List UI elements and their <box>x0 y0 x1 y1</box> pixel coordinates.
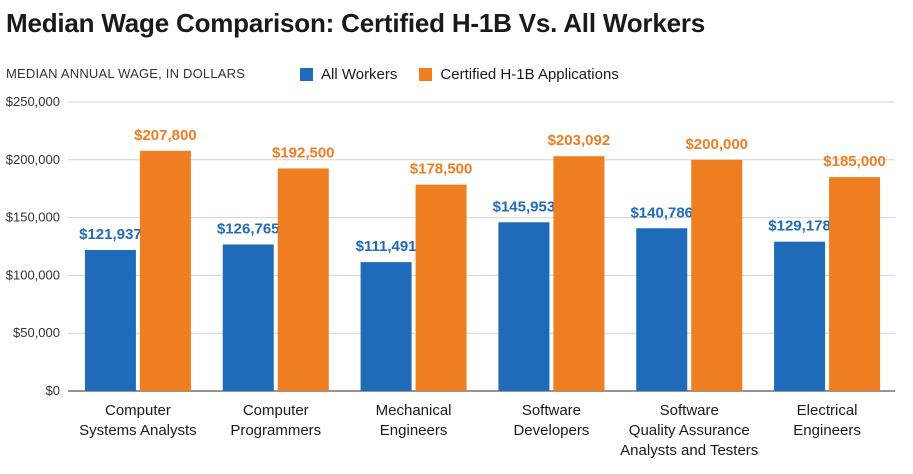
bar-all-workers <box>222 244 274 391</box>
x-category-label-line: Engineers <box>380 422 448 439</box>
y-tick-label: $200,000 <box>6 152 60 167</box>
y-axis-label: MEDIAN ANNUAL WAGE, IN DOLLARS <box>6 66 246 81</box>
legend-swatch-all-workers <box>300 67 313 81</box>
bar-h1b <box>553 156 605 391</box>
data-label-all-workers: $129,178 <box>768 218 831 235</box>
legend-item-all-workers: All Workers <box>300 66 397 83</box>
x-category-label: Mechanical Engineers <box>376 402 452 439</box>
legend: All Workers Certified H-1B Applications <box>300 64 641 84</box>
bar-h1b <box>415 184 467 391</box>
y-tick-label: $50,000 <box>13 325 60 340</box>
bar-all-workers <box>84 250 136 391</box>
y-tick-label: $150,000 <box>6 210 60 225</box>
x-category-label-line: Analysts and Testers <box>620 442 758 459</box>
bar-all-workers <box>498 222 550 391</box>
bar-h1b <box>277 168 329 391</box>
y-tick-label: $0 <box>46 383 60 398</box>
y-tick-label: $100,000 <box>6 267 60 282</box>
x-category-label-line: Computer <box>243 402 309 419</box>
legend-label-all-workers: All Workers <box>321 65 398 83</box>
bar-all-workers <box>774 241 826 391</box>
x-category-label: Computer Systems Analysts <box>79 402 197 439</box>
data-label-all-workers: $126,765 <box>217 220 280 237</box>
x-category-label-line: Developers <box>513 422 589 439</box>
data-label-h1b: $200,000 <box>685 136 748 153</box>
bar-all-workers <box>636 228 688 391</box>
data-label-h1b: $178,500 <box>410 161 473 178</box>
legend-item-h1b: Certified H-1B Applications <box>419 65 619 83</box>
data-label-all-workers: $111,491 <box>356 238 417 255</box>
x-category-label: Software Developers <box>513 402 589 439</box>
x-category-label-line: Systems Analysts <box>79 422 197 439</box>
x-category-label-line: Software <box>660 402 719 419</box>
x-category-label-line: Computer <box>105 402 171 419</box>
bar-h1b <box>691 159 743 391</box>
bar-all-workers <box>360 262 412 391</box>
x-category-label-line: Quality Assurance <box>629 422 750 439</box>
bar-h1b <box>829 177 881 391</box>
data-label-all-workers: $145,953 <box>493 198 556 215</box>
data-label-h1b: $203,092 <box>548 132 611 149</box>
x-category-label-line: Engineers <box>793 422 861 439</box>
x-category-label-line: Electrical <box>797 402 858 419</box>
data-label-h1b: $192,500 <box>272 144 335 161</box>
data-label-h1b: $185,000 <box>823 153 886 170</box>
x-category-label-line: Programmers <box>230 422 321 439</box>
x-category-label-line: Software <box>522 402 581 419</box>
x-category-label: Software Quality Assurance Analysts and Te… <box>620 402 758 459</box>
data-label-all-workers: $121,937 <box>79 226 142 243</box>
legend-swatch-h1b <box>419 67 433 81</box>
x-category-label-line: Mechanical <box>376 402 452 419</box>
data-label-all-workers: $140,786 <box>630 204 693 221</box>
chart-title: Median Wage Comparison: Certified H-1B V… <box>6 8 706 38</box>
bar-h1b <box>139 150 191 391</box>
x-category-label: Electrical Engineers <box>793 402 861 439</box>
y-tick-label: $250,000 <box>6 94 60 109</box>
x-category-label: Computer Programmers <box>230 402 321 439</box>
data-label-h1b: $207,800 <box>134 127 197 144</box>
legend-label-h1b: Certified H-1B Applications <box>440 65 619 83</box>
